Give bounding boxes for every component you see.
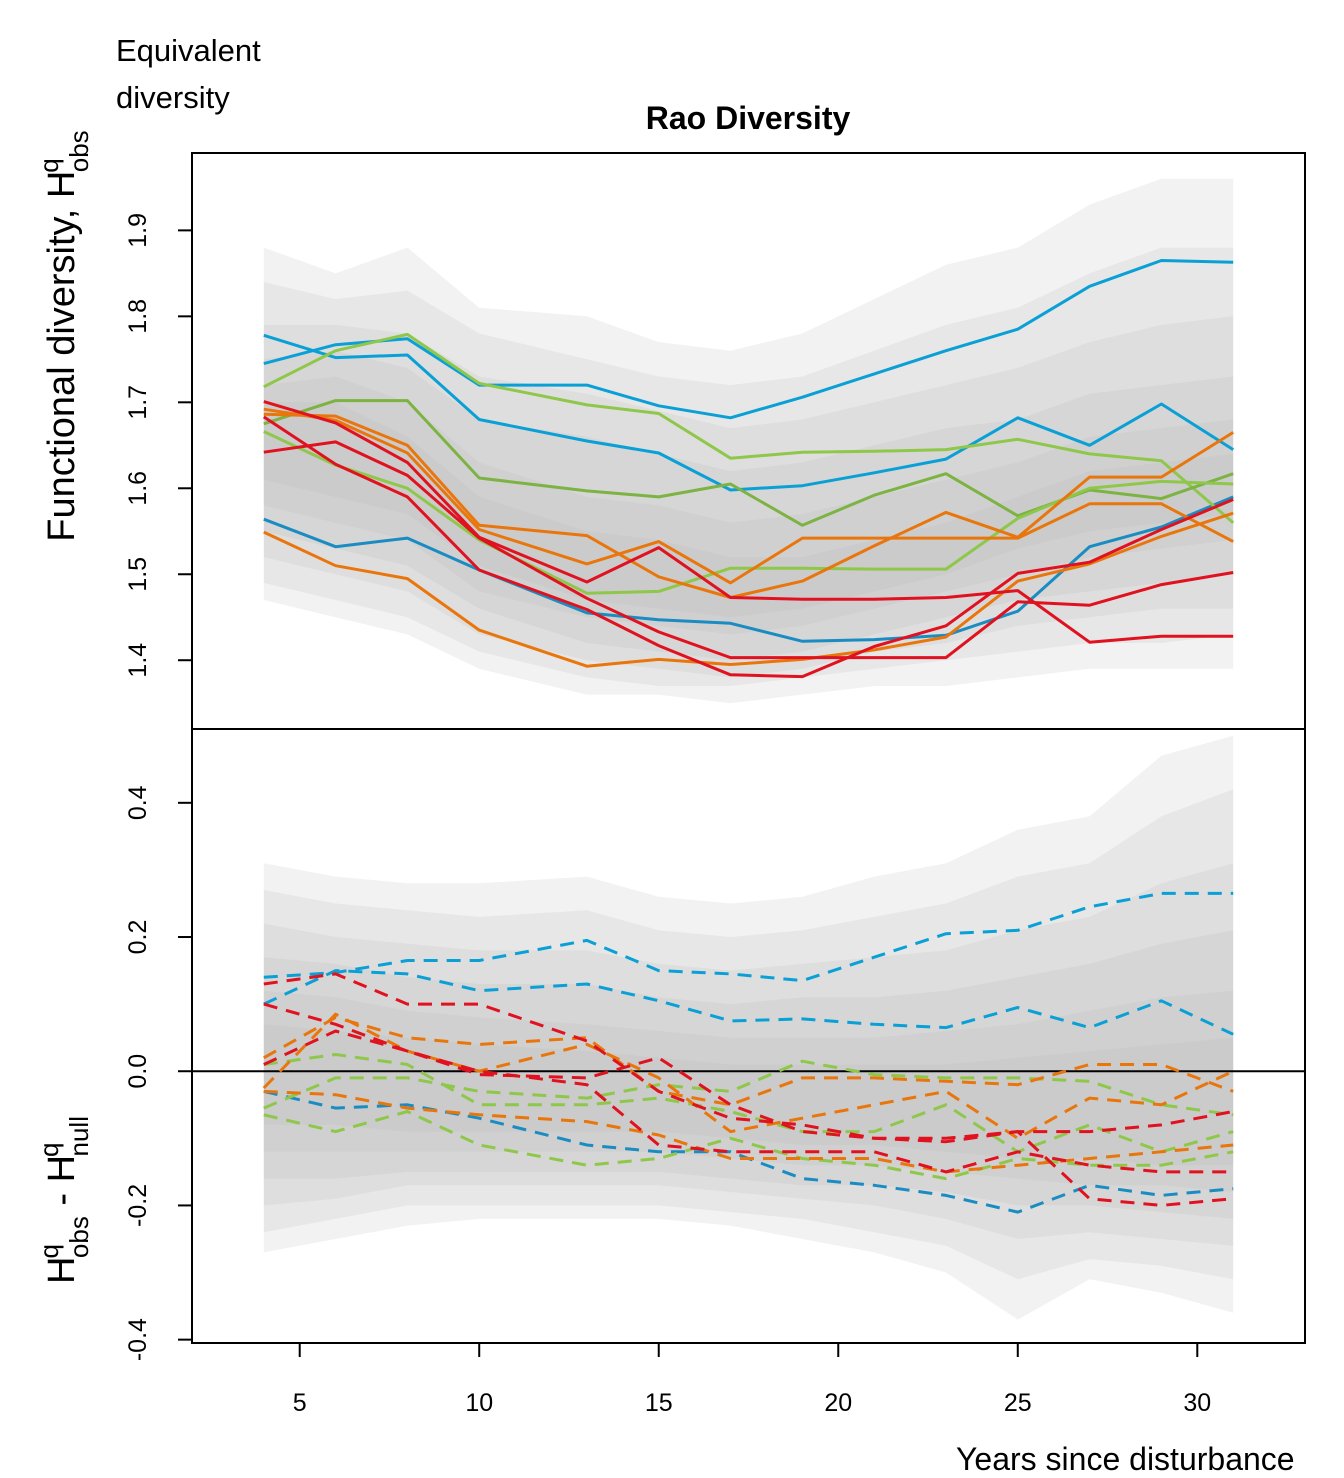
top-series-1 (263, 259, 1234, 420)
bottom-y-axis-label: Hqobs - Hqnull (34, 1116, 94, 1284)
x-axis: 5 10 15 20 25 30 (293, 1342, 1211, 1417)
bottom-series-3 (263, 1089, 1234, 1214)
top-ribbon-3 (263, 316, 1234, 678)
bottom-y-axis-label-sup1: q (34, 1244, 64, 1258)
bottom-ribbon-5 (263, 990, 1234, 1192)
bottom-y-axis-label-sub2: null (64, 1116, 94, 1156)
corner-label-line-1: Equivalent (116, 33, 261, 68)
top-series-4 (263, 332, 1235, 524)
x-tick-label: 25 (1004, 1389, 1032, 1417)
x-tick-label: 5 (293, 1389, 307, 1417)
bottom-series-4 (263, 1059, 1234, 1117)
top-ribbon-6 (263, 402, 1234, 618)
bottom-series-1 (263, 891, 1234, 983)
bottom-ribbon-2 (263, 789, 1234, 1280)
top-panel-y-axis: 1.4 1.5 1.6 1.7 1.8 1.9 (124, 213, 193, 678)
x-axis-label: Years since disturbance (956, 1441, 1295, 1477)
bottom-series-9 (263, 1089, 1234, 1174)
bottom-y-tick-label: 0.4 (124, 785, 152, 820)
top-y-tick-label: 1.6 (124, 471, 152, 506)
bottom-y-tick-label: 0.0 (124, 1054, 152, 1089)
top-series-11 (263, 440, 1234, 660)
x-tick-label: 15 (645, 1389, 673, 1417)
top-ribbon-4 (263, 350, 1234, 661)
top-series-7 (263, 412, 1234, 599)
top-ribbon-1 (263, 178, 1234, 704)
bottom-series-12 (263, 1029, 1234, 1207)
top-ribbon-5 (263, 376, 1234, 635)
top-panel-observed-lines (262, 259, 1235, 679)
bottom-panel-y-axis: -0.4 -0.2 0.0 0.2 0.4 (124, 785, 193, 1361)
top-y-tick-label: 1.7 (124, 385, 152, 420)
top-series-2 (263, 333, 1235, 492)
top-series-3 (263, 495, 1234, 643)
top-ribbon-2 (263, 247, 1234, 686)
top-panel-null-ribbons (263, 178, 1234, 704)
bottom-y-axis-label-sub1: obs (64, 1216, 94, 1258)
bottom-y-tick-label: 0.2 (124, 920, 152, 955)
top-y-tick-label: 1.9 (124, 213, 152, 248)
bottom-ribbon-1 (263, 735, 1234, 1320)
bottom-y-tick-label: -0.4 (124, 1318, 152, 1361)
top-series-8 (263, 407, 1234, 585)
bottom-series-7 (263, 1016, 1234, 1107)
top-series-12 (262, 415, 1234, 679)
top-y-axis-label-sup: q (34, 158, 64, 172)
top-y-axis-label-sub: obs (64, 130, 94, 172)
top-y-axis-label: Functional diversity, Hqobs (34, 130, 94, 541)
top-series-9 (263, 511, 1234, 668)
x-tick-label: 10 (465, 1389, 493, 1417)
bottom-series-2 (263, 969, 1234, 1036)
bottom-ribbon-6 (263, 1024, 1234, 1166)
bottom-y-tick-label: -0.2 (124, 1184, 152, 1227)
bottom-y-axis-label-mid: - H (41, 1155, 83, 1216)
bottom-panel-difference-lines (262, 891, 1234, 1214)
x-tick-label: 20 (824, 1389, 852, 1417)
x-tick-label: 30 (1183, 1389, 1211, 1417)
chart-title: Rao Diversity (646, 100, 851, 136)
corner-label-line-2: diversity (116, 80, 230, 115)
top-y-tick-label: 1.4 (124, 643, 152, 678)
top-series-10 (263, 400, 1234, 644)
bottom-panel-null-ribbons (263, 735, 1234, 1320)
bottom-series-10 (263, 972, 1234, 1140)
bottom-ribbon-4 (263, 930, 1234, 1219)
bottom-y-axis-label-sup2: q (34, 1142, 64, 1156)
top-y-tick-label: 1.5 (124, 557, 152, 592)
top-series-6 (263, 430, 1234, 595)
top-y-axis-label-main: Functional diversity, H (41, 171, 83, 542)
top-y-tick-label: 1.8 (124, 299, 152, 334)
bottom-y-axis-label-main: H (41, 1257, 83, 1284)
